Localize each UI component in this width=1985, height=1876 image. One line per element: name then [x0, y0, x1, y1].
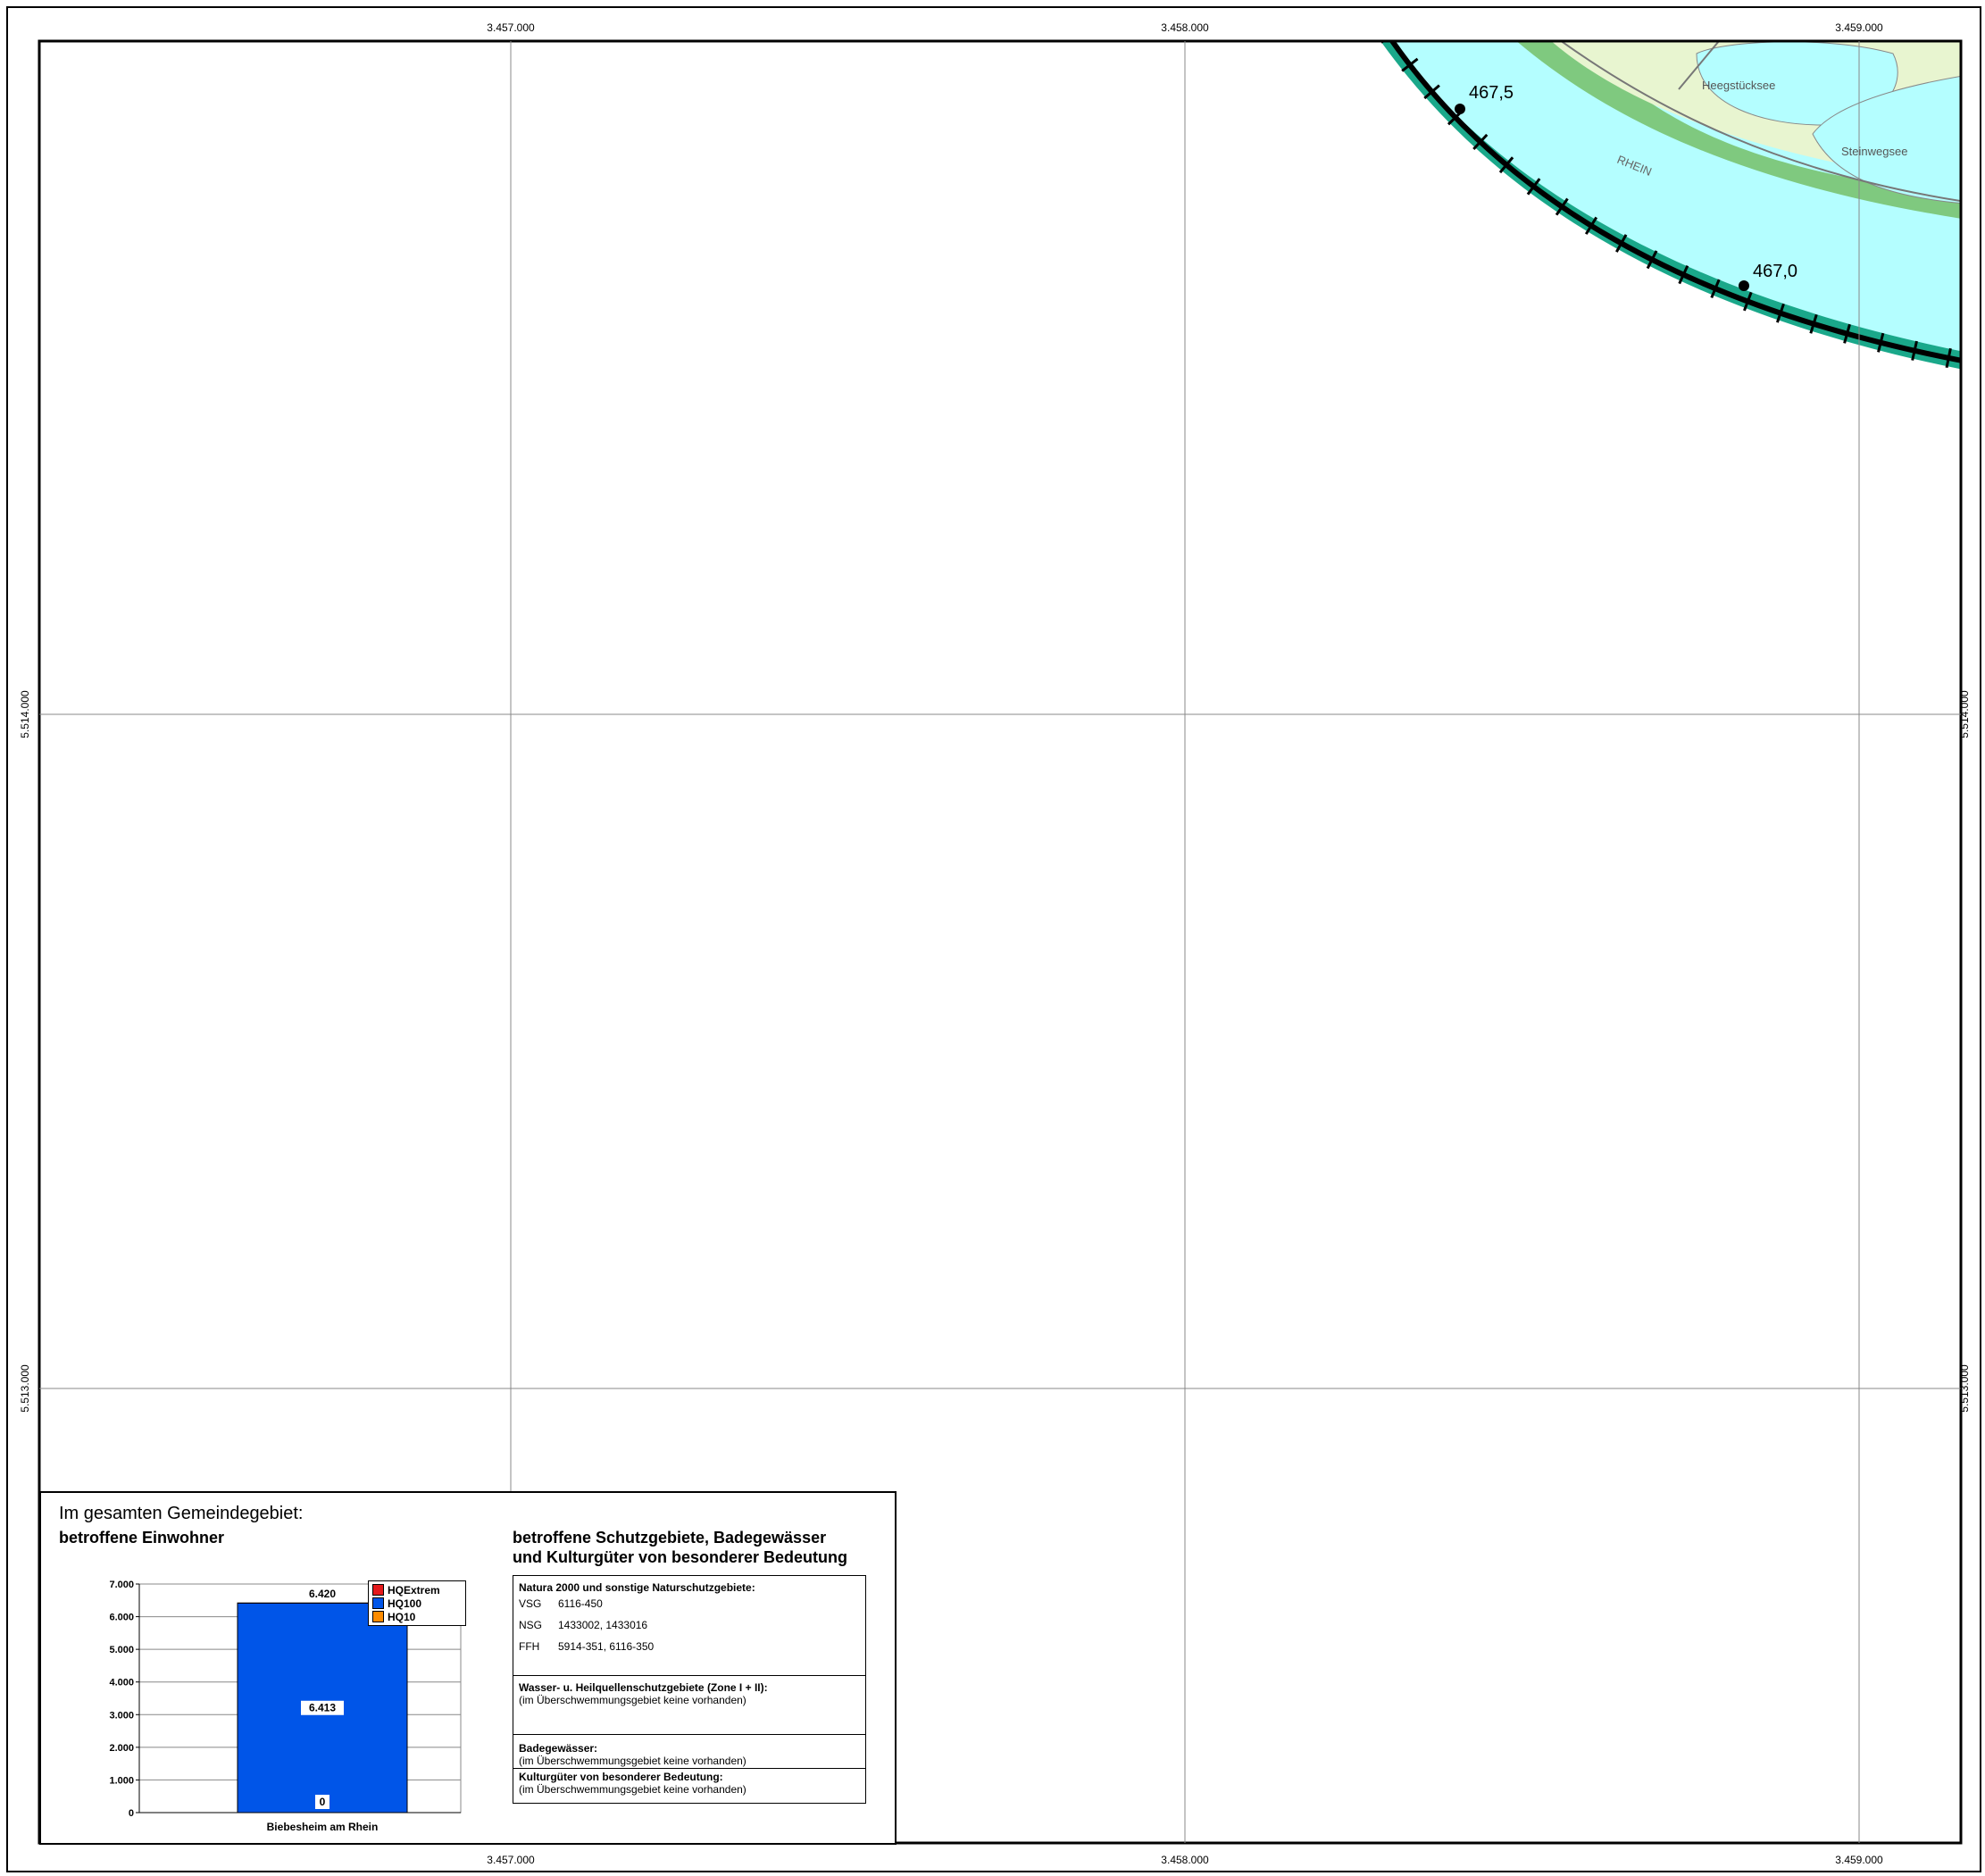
legend-swatch	[372, 1597, 384, 1609]
y-tick-label: 4.000	[109, 1678, 134, 1688]
data-label-bg	[301, 1700, 344, 1715]
legend-swatch	[372, 1611, 384, 1622]
road-line	[1678, 41, 1721, 90]
map-frame	[38, 39, 1963, 1845]
culture-section: Kulturgüter von besonderer Bedeutung: (i…	[513, 1769, 865, 1803]
culture-note: (im Überschwemmungsgebiet keine vorhande…	[519, 1783, 746, 1796]
info-panel: Im gesamten Gemeindegebiet: betroffene E…	[39, 1491, 897, 1845]
km-marker-dot	[1739, 280, 1749, 291]
natura-row: FFH 5914-351, 6116-350	[519, 1640, 860, 1653]
natura-section: Natura 2000 und sonstige Naturschutzgebi…	[513, 1576, 865, 1676]
y-tick-label: 6.000	[109, 1613, 134, 1623]
grid-x-label-bottom: 3.459.000	[1835, 1854, 1883, 1866]
natura-row: VSG 6116-450	[519, 1597, 860, 1610]
natura-row: NSG 1433002, 1433016	[519, 1619, 860, 1631]
bathing-note: (im Überschwemmungsgebiet keine vorhande…	[519, 1755, 746, 1767]
lake-label: Heegstücksee	[1702, 79, 1775, 92]
y-tick-label: 5.000	[109, 1645, 134, 1655]
row-value: 6116-450	[558, 1597, 603, 1610]
y-tick-label: 7.000	[109, 1580, 134, 1590]
road-line	[1559, 41, 1961, 203]
grid-y-label-right: 5.513.000	[1958, 1364, 1971, 1413]
grid-x-label-bottom: 3.458.000	[1161, 1854, 1209, 1866]
natura-title: Natura 2000 und sonstige Naturschutzgebi…	[519, 1581, 755, 1594]
data-label-bg	[315, 1795, 329, 1809]
km-marker-label: 467,5	[1469, 83, 1514, 103]
km-marker-dot	[1455, 104, 1465, 114]
culture-title: Kulturgüter von besonderer Bedeutung:	[519, 1771, 723, 1783]
grid-y-label-right: 5.514.000	[1958, 690, 1971, 738]
row-key: FFH	[519, 1640, 540, 1653]
data-label: 6.420	[309, 1588, 336, 1600]
legend-entry: HQExtrem	[372, 1583, 462, 1597]
data-label: 0	[320, 1796, 326, 1808]
protected-areas-table: Natura 2000 und sonstige Naturschutzgebi…	[513, 1575, 866, 1804]
legend-swatch	[372, 1584, 384, 1596]
grid-x-label-top: 3.459.000	[1835, 21, 1883, 34]
lake-label: Steinwegsee	[1841, 145, 1907, 158]
km-marker-label: 467,0	[1753, 262, 1797, 281]
x-category-label: Biebesheim am Rhein	[267, 1821, 379, 1833]
water-note: (im Überschwemmungsgebiet keine vorhande…	[519, 1694, 746, 1706]
data-label: 6.413	[309, 1702, 336, 1714]
grid-x-label-bottom: 3.457.000	[487, 1854, 535, 1866]
legend-label: HQExtrem	[388, 1583, 440, 1597]
residents-chart: 0 1.000 2.000 3.000 4.000 5.000 6.000 7.000 6.42…	[100, 1577, 475, 1836]
water-section: Wasser- u. Heilquellenschutzgebiete (Zon…	[513, 1676, 865, 1735]
residents-chart-svg: 0 1.000 2.000 3.000 4.000 5.000 6.000 7.000 6.42…	[109, 1580, 462, 1833]
grid-y-label-left: 5.513.000	[19, 1364, 31, 1413]
y-tick-label: 3.000	[109, 1710, 134, 1721]
y-tick-label: 0	[129, 1808, 134, 1819]
bathing-title: Badegewässer:	[519, 1742, 598, 1755]
dike-line	[1389, 41, 1961, 363]
sheet-frame	[6, 6, 1981, 1872]
row-value: 5914-351, 6116-350	[558, 1640, 655, 1653]
lake-steinwegsee	[1812, 75, 1961, 204]
grid-x-label-top: 3.458.000	[1161, 21, 1209, 34]
legend-entry: HQ100	[372, 1597, 462, 1610]
water-title: Wasser- u. Heilquellenschutzgebiete (Zon…	[519, 1681, 768, 1694]
chart-heading: betroffene Einwohner	[59, 1529, 225, 1547]
row-key: VSG	[519, 1597, 542, 1610]
protected-heading-line2: und Kulturgüter von besonderer Bedeutung	[513, 1548, 848, 1566]
bathing-section: Badegewässer: (im Überschwemmungsgebiet …	[513, 1735, 865, 1769]
y-tick-label: 1.000	[109, 1775, 134, 1786]
grid-y-label-left: 5.514.000	[19, 690, 31, 738]
panel-caption: Im gesamten Gemeindegebiet:	[59, 1504, 304, 1523]
chart-legend: HQExtrem HQ100 HQ10	[368, 1580, 466, 1626]
row-value: 1433002, 1433016	[558, 1619, 648, 1631]
row-key: NSG	[519, 1619, 543, 1631]
grid-x-label-top: 3.457.000	[487, 21, 535, 34]
legend-label: HQ100	[388, 1597, 422, 1610]
riparian-vegetation	[1516, 41, 1961, 219]
y-tick-label: 2.000	[109, 1743, 134, 1754]
legend-label: HQ10	[388, 1610, 416, 1623]
legend-entry: HQ10	[372, 1610, 462, 1623]
protected-heading-line1: betroffene Schutzgebiete, Badegewässer	[513, 1529, 827, 1547]
coordinate-grid	[39, 41, 1961, 1843]
